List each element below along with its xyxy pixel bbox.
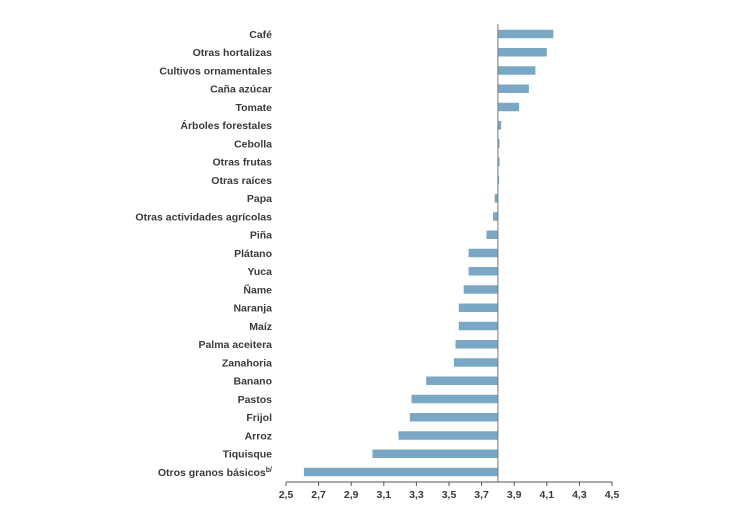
- bar-otras-hortalizas: [497, 48, 547, 57]
- bar-arboles-forestales: [497, 121, 502, 130]
- bar-banano: [426, 376, 498, 385]
- x-tick-label: 2,5: [279, 489, 294, 501]
- bar-otros-granos-basicos: [303, 467, 498, 477]
- category-label-palma-aceitera: Palma aceitera: [198, 339, 272, 351]
- category-label-otras-frutas: Otras frutas: [212, 157, 272, 169]
- bar-name: [463, 285, 498, 294]
- bar-pastos: [411, 394, 498, 404]
- category-label-otras-actividades-agricolas: Otras actividades agrícolas: [135, 211, 272, 223]
- bar-zanahoria: [453, 358, 498, 367]
- bar-maiz: [458, 321, 498, 331]
- x-tick-label: 4,5: [605, 489, 620, 501]
- bar-otras-frutas: [497, 157, 500, 166]
- category-label-cultivos-ornamentales: Cultivos ornamentales: [159, 65, 272, 77]
- category-label-otros-granos-basicos: Otros granos básicosb/: [158, 467, 272, 479]
- bar-yuca: [468, 267, 498, 276]
- bar-arroz: [398, 431, 498, 440]
- category-label-papa: Papa: [247, 193, 272, 205]
- x-tick-label: 4,3: [572, 489, 587, 501]
- category-label-pina: Piña: [250, 230, 272, 242]
- category-label-frijol: Frijol: [246, 412, 272, 424]
- bars-layer: [303, 24, 554, 482]
- x-tick-label: 3,9: [507, 489, 522, 501]
- category-label-pastos: Pastos: [238, 394, 273, 406]
- category-label-banano: Banano: [233, 376, 272, 388]
- x-axis: 2,5 2,7 2,9 3,1 3,3 3,5 3,7 3,9 4,1 4,3 4,5: [279, 481, 620, 501]
- x-tick-label: 2,9: [344, 489, 359, 501]
- x-tick-label: 3,7: [474, 489, 489, 501]
- category-label-naranja: Naranja: [233, 303, 272, 315]
- bar-frijol: [409, 413, 498, 422]
- bar-otras-actividades-agricolas: [493, 212, 498, 221]
- category-label-cebolla: Cebolla: [234, 138, 272, 150]
- x-tick-label: 3,3: [409, 489, 424, 501]
- category-label-otras-raices: Otras raíces: [211, 175, 272, 187]
- bar-pina: [486, 230, 498, 239]
- category-label-otras-hortalizas: Otras hortalizas: [193, 47, 273, 59]
- category-label-zanahoria: Zanahoria: [222, 357, 272, 369]
- bar-papa: [494, 194, 498, 203]
- bar-cana-azucar: [497, 84, 529, 93]
- bar-platano: [468, 248, 498, 258]
- x-tick-label: 4,1: [539, 489, 554, 501]
- category-label-name: Ñame: [243, 283, 272, 296]
- category-label-yuca: Yuca: [247, 266, 272, 278]
- x-tick-label: 2,7: [311, 489, 326, 501]
- category-label-cafe: Café: [249, 29, 272, 41]
- bar-tiquisque: [372, 449, 498, 458]
- category-label-arboles-forestales: Árboles forestales: [180, 119, 272, 132]
- category-label-arroz: Arroz: [245, 430, 272, 442]
- bar-naranja: [458, 303, 498, 312]
- bar-palma-aceitera: [455, 340, 498, 349]
- category-label-maiz: Maíz: [249, 321, 272, 333]
- bar-otras-raices: [497, 175, 500, 185]
- bar-cultivos-ornamentales: [497, 66, 536, 75]
- category-labels-layer: Café Otras hortalizas Cultivos ornamentale…: [135, 29, 272, 479]
- category-label-platano: Plátano: [234, 248, 272, 260]
- x-tick-label: 3,1: [376, 489, 391, 501]
- bar-cafe: [497, 29, 554, 39]
- bar-tomate: [497, 102, 520, 112]
- category-label-cana-azucar: Caña azúcar: [210, 84, 272, 96]
- category-label-tiquisque: Tiquisque: [223, 449, 273, 461]
- x-tick-label: 3,5: [442, 489, 457, 501]
- category-label-tomate: Tomate: [235, 102, 272, 114]
- bar-cebolla: [497, 139, 500, 148]
